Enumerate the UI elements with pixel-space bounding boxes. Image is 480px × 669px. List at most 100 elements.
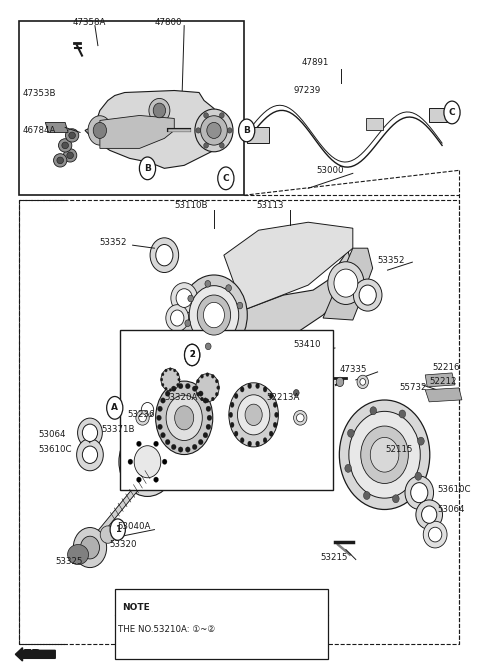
Ellipse shape (185, 447, 190, 452)
Ellipse shape (205, 280, 211, 287)
Ellipse shape (345, 464, 351, 472)
Ellipse shape (139, 414, 146, 422)
Text: 55732: 55732 (399, 383, 427, 393)
Ellipse shape (273, 422, 277, 427)
Ellipse shape (137, 398, 158, 422)
Ellipse shape (269, 393, 273, 399)
Ellipse shape (336, 377, 344, 387)
Ellipse shape (393, 495, 399, 503)
Ellipse shape (156, 415, 161, 421)
Ellipse shape (169, 389, 171, 391)
Ellipse shape (206, 399, 209, 403)
Ellipse shape (154, 441, 158, 446)
Ellipse shape (297, 414, 304, 422)
Text: 2: 2 (189, 351, 195, 359)
Ellipse shape (240, 438, 244, 443)
Ellipse shape (429, 527, 442, 542)
Ellipse shape (203, 398, 208, 403)
Ellipse shape (198, 391, 203, 396)
Ellipse shape (185, 383, 190, 389)
Ellipse shape (83, 424, 97, 442)
Text: 47358A: 47358A (72, 18, 106, 27)
Ellipse shape (207, 122, 221, 138)
Circle shape (107, 397, 123, 419)
Ellipse shape (263, 387, 267, 392)
Ellipse shape (237, 302, 243, 309)
Ellipse shape (269, 431, 273, 436)
Ellipse shape (161, 398, 165, 403)
Polygon shape (224, 222, 353, 310)
Ellipse shape (217, 386, 220, 389)
Ellipse shape (293, 389, 299, 396)
Ellipse shape (226, 285, 231, 292)
Ellipse shape (165, 391, 170, 396)
Ellipse shape (166, 304, 189, 331)
Text: 52212: 52212 (429, 377, 456, 387)
Ellipse shape (230, 422, 234, 427)
Text: 53610C: 53610C (437, 485, 470, 494)
Ellipse shape (178, 383, 183, 389)
Text: A: A (111, 403, 118, 412)
Ellipse shape (177, 383, 179, 386)
Text: 52213A: 52213A (266, 393, 300, 402)
Ellipse shape (171, 444, 176, 450)
Ellipse shape (59, 138, 72, 152)
Circle shape (110, 519, 125, 541)
Text: B: B (243, 126, 250, 135)
Ellipse shape (205, 343, 211, 350)
Ellipse shape (201, 116, 228, 145)
Ellipse shape (206, 424, 211, 429)
Ellipse shape (134, 446, 161, 478)
Ellipse shape (178, 378, 180, 381)
Text: 1: 1 (115, 525, 120, 534)
Ellipse shape (411, 482, 428, 502)
Ellipse shape (165, 369, 167, 372)
Text: 53352: 53352 (378, 256, 405, 265)
Ellipse shape (273, 402, 277, 407)
Ellipse shape (136, 411, 149, 425)
FancyArrow shape (15, 648, 55, 661)
Ellipse shape (160, 378, 163, 381)
Ellipse shape (100, 526, 115, 543)
Ellipse shape (275, 412, 278, 417)
Ellipse shape (240, 387, 244, 392)
Ellipse shape (68, 545, 88, 565)
Ellipse shape (177, 373, 179, 376)
Ellipse shape (166, 395, 202, 440)
Ellipse shape (185, 320, 191, 326)
Ellipse shape (178, 447, 183, 452)
Ellipse shape (189, 286, 239, 345)
Ellipse shape (216, 379, 218, 383)
Ellipse shape (156, 381, 213, 454)
Ellipse shape (170, 310, 184, 326)
Ellipse shape (230, 402, 234, 407)
Ellipse shape (201, 375, 204, 378)
Text: 53215: 53215 (320, 553, 348, 562)
Ellipse shape (65, 128, 79, 142)
Ellipse shape (204, 302, 225, 328)
Ellipse shape (204, 112, 208, 118)
Ellipse shape (229, 383, 278, 447)
Ellipse shape (136, 441, 141, 446)
Ellipse shape (165, 387, 167, 390)
Ellipse shape (248, 383, 252, 389)
Ellipse shape (62, 142, 69, 149)
Ellipse shape (197, 295, 230, 335)
Ellipse shape (171, 386, 176, 391)
Text: 52216: 52216 (432, 363, 460, 373)
Ellipse shape (328, 262, 364, 304)
Ellipse shape (405, 476, 433, 509)
Ellipse shape (348, 429, 354, 438)
Ellipse shape (180, 275, 247, 355)
Ellipse shape (126, 436, 169, 487)
Polygon shape (194, 250, 353, 360)
Ellipse shape (206, 406, 211, 411)
Ellipse shape (196, 392, 200, 396)
Ellipse shape (73, 528, 107, 567)
Ellipse shape (196, 128, 201, 133)
Text: C: C (223, 174, 229, 183)
Text: 47800: 47800 (155, 18, 182, 27)
Ellipse shape (421, 506, 437, 523)
Ellipse shape (149, 98, 170, 122)
Circle shape (444, 101, 460, 124)
